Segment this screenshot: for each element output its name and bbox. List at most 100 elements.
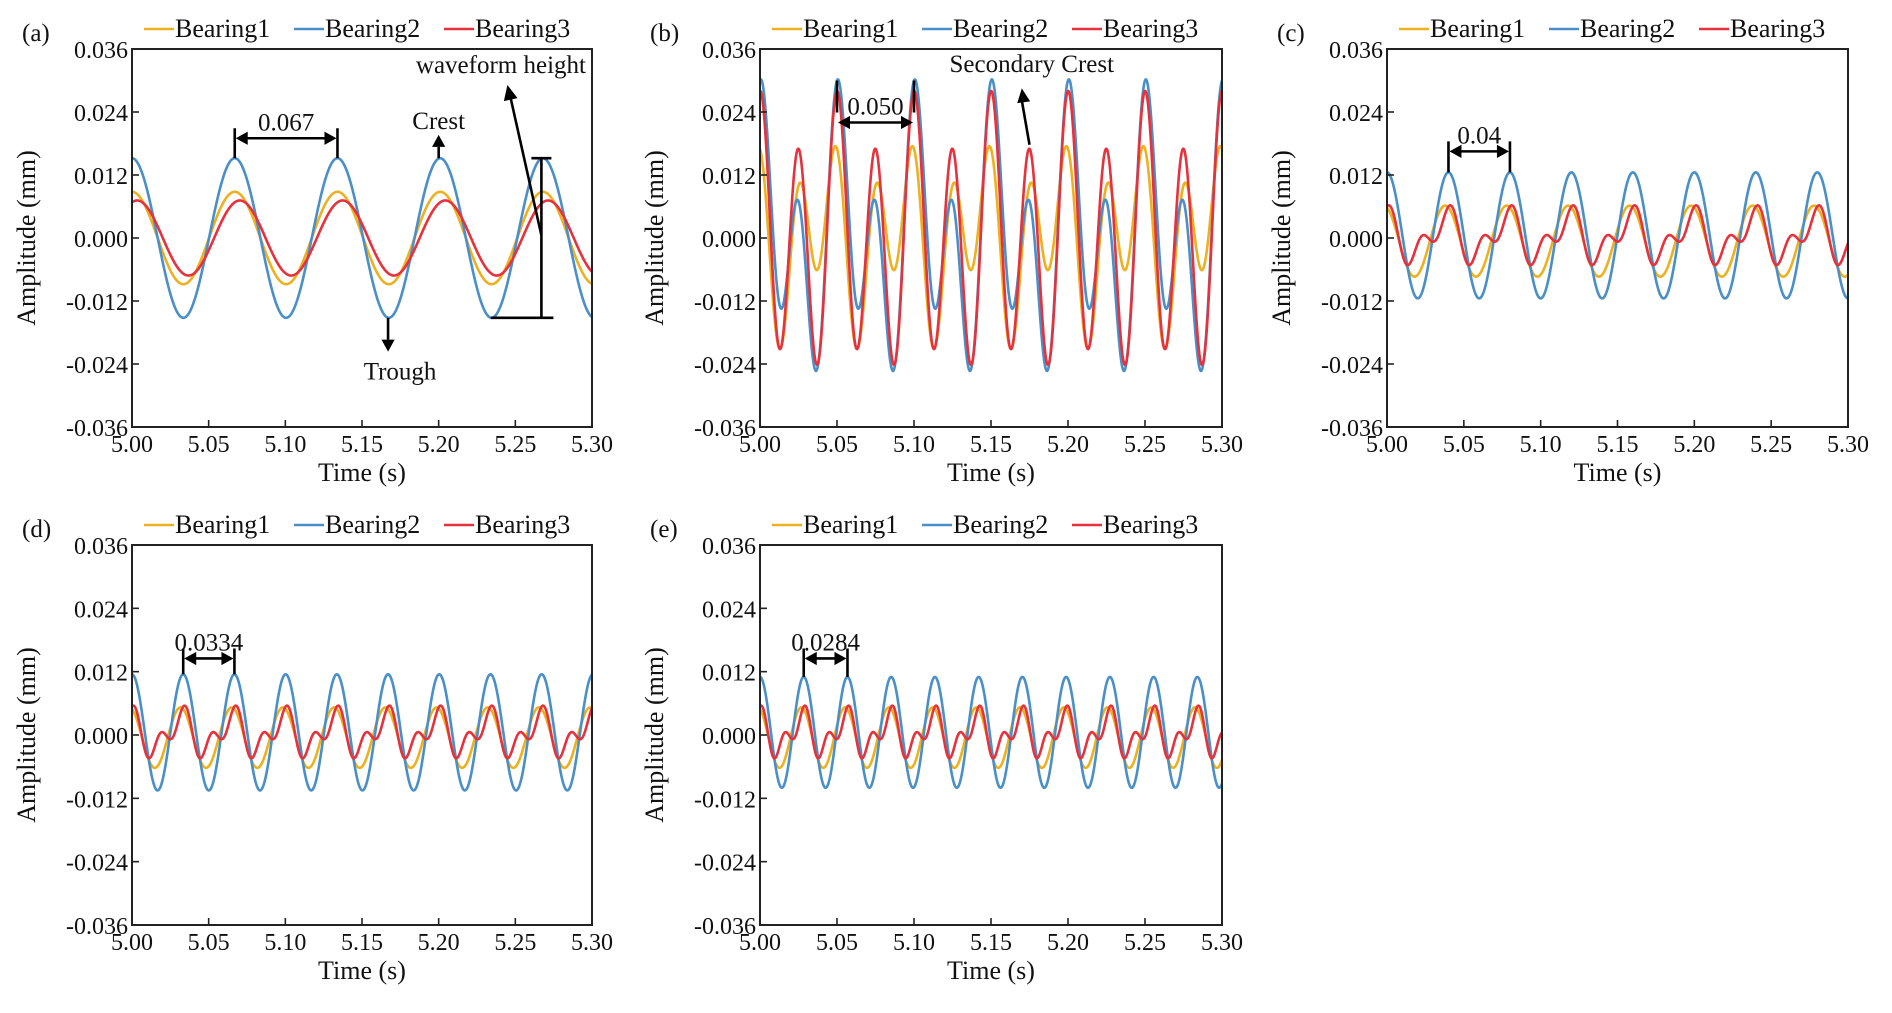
x-tick-label: 5.15 — [1597, 432, 1639, 458]
trough-label: Trough — [364, 359, 437, 386]
y-tick-label: 0.000 — [74, 227, 128, 253]
y-tick-label: -0.012 — [66, 290, 128, 316]
x-tick-label: 5.15 — [970, 930, 1012, 956]
panel-label: (a) — [22, 20, 50, 47]
x-tick-label: 5.05 — [188, 930, 230, 956]
period-arrowhead-left — [1449, 144, 1462, 158]
height-pointer-arrow-icon — [503, 85, 518, 102]
series-line-bearing3 — [1387, 204, 1848, 267]
legend-label: Bearing3 — [475, 14, 570, 43]
legend: Bearing1 Bearing2 Bearing3 — [772, 510, 1198, 539]
x-axis-title: Time (s) — [318, 956, 406, 985]
y-tick-label: 0.012 — [74, 661, 128, 687]
series-line-bearing1 — [760, 144, 1222, 351]
y-tick-label: -0.024 — [1321, 353, 1383, 379]
x-axis-title: Time (s) — [318, 458, 406, 487]
x-tick-label: 5.15 — [341, 930, 383, 956]
period-arrowhead-right — [324, 131, 337, 145]
crest-annotation: Crest — [412, 108, 465, 159]
waveform-height-label: waveform height — [416, 52, 586, 79]
y-tick-label: -0.024 — [66, 353, 128, 379]
y-tick-label: 0.024 — [702, 101, 756, 127]
x-tick-label: 5.10 — [1520, 432, 1562, 458]
legend-entry-bearing3: Bearing3 — [444, 510, 570, 539]
legend-entry-bearing2: Bearing2 — [294, 510, 420, 539]
legend-entry-bearing2: Bearing2 — [922, 510, 1048, 539]
y-tick-label: 0.000 — [702, 227, 756, 253]
period-label: 0.04 — [1457, 122, 1501, 149]
legend-entry-bearing3: Bearing3 — [444, 14, 570, 43]
series-line-bearing2 — [760, 675, 1222, 790]
x-tick-label: 5.30 — [571, 930, 613, 956]
panel-a: 5.00 5.05 5.10 5.15 5.20 5.25 5.30 0.036 0.024 0.… — [12, 14, 613, 487]
y-tick-label: 0.024 — [74, 597, 128, 623]
legend-label: Bearing2 — [325, 14, 420, 43]
panel-label: (e) — [650, 516, 678, 543]
x-tick-label: 5.25 — [494, 930, 536, 956]
x-tick-label: 5.20 — [1673, 432, 1715, 458]
legend-label: Bearing1 — [803, 510, 898, 539]
panel-d: 5.00 5.05 5.10 5.15 5.20 5.25 5.30 0.036 0.024 0.… — [12, 510, 613, 985]
y-tick-label: 0.024 — [1329, 101, 1383, 127]
secondary-crest-label: Secondary Crest — [950, 51, 1115, 78]
y-tick-label: -0.036 — [66, 416, 128, 442]
y-axis-title: Amplitude (mm) — [1267, 150, 1296, 325]
period-arrowhead-left — [184, 651, 197, 666]
period-annotation: 0.0334 — [174, 629, 244, 675]
y-tick-label: -0.012 — [66, 787, 128, 813]
period-arrowhead-left — [838, 115, 850, 130]
x-tick-label: 5.25 — [1124, 432, 1166, 458]
x-tick-label: 5.30 — [1827, 432, 1869, 458]
y-tick-label: 0.012 — [702, 661, 756, 687]
x-tick-label: 5.05 — [816, 432, 858, 458]
legend-label: Bearing3 — [1730, 14, 1825, 43]
x-axis-title: Time (s) — [947, 458, 1035, 487]
waveform-height-annotation: waveform height — [416, 52, 586, 320]
x-tick-label: 5.10 — [893, 930, 935, 956]
annotations: 0.067 Crest Trough waveform height — [233, 52, 586, 386]
period-annotation: 0.04 — [1447, 122, 1512, 173]
legend-entry-bearing2: Bearing2 — [1549, 14, 1675, 43]
legend-entry-bearing1: Bearing1 — [144, 14, 270, 43]
period-annotation: 0.067 — [233, 109, 339, 159]
x-tick-label: 5.25 — [1124, 930, 1166, 956]
x-axis-title: Time (s) — [947, 956, 1035, 985]
y-tick-label: 0.036 — [702, 534, 756, 560]
panel-label: (c) — [1277, 20, 1305, 47]
y-axis-title: Amplitude (mm) — [12, 647, 41, 822]
y-tick-label: -0.012 — [694, 787, 756, 813]
y-axis-title: Amplitude (mm) — [12, 150, 41, 325]
legend: Bearing1 Bearing2 Bearing3 — [1399, 14, 1825, 43]
x-tick-label: 5.00 — [111, 432, 153, 458]
legend-label: Bearing2 — [325, 510, 420, 539]
x-tick-label: 5.15 — [970, 432, 1012, 458]
x-tick-label: 5.00 — [1366, 432, 1408, 458]
legend-entry-bearing1: Bearing1 — [1399, 14, 1525, 43]
x-tick-label: 5.20 — [1047, 432, 1089, 458]
y-tick-label: 0.012 — [1329, 164, 1383, 190]
x-tick-label: 5.10 — [264, 432, 306, 458]
height-pointer-line — [509, 96, 543, 236]
period-annotation: 0.050 — [835, 80, 916, 130]
trough-annotation: Trough — [364, 317, 437, 386]
y-tick-label: -0.024 — [66, 851, 128, 877]
trough-arrow-icon — [381, 339, 395, 352]
legend-label: Bearing3 — [475, 510, 570, 539]
period-arrowhead-left — [235, 131, 248, 145]
panel-b: 5.00 5.05 5.10 5.15 5.20 5.25 5.30 0.036 0.024 0.… — [640, 14, 1243, 487]
series-group — [132, 156, 592, 320]
y-tick-label: -0.036 — [66, 914, 128, 940]
y-tick-label: 0.024 — [702, 597, 756, 623]
x-tick-label: 5.00 — [739, 930, 781, 956]
x-tick-label: 5.00 — [739, 432, 781, 458]
panel-label: (b) — [650, 20, 679, 47]
series-line-bearing2 — [1387, 171, 1848, 300]
legend-label: Bearing1 — [175, 510, 270, 539]
y-tick-label: 0.036 — [1329, 38, 1383, 64]
y-tick-label: 0.012 — [74, 164, 128, 190]
period-arrowhead-right — [1496, 144, 1509, 158]
x-tick-label: 5.25 — [1750, 432, 1792, 458]
legend-entry-bearing3: Bearing3 — [1699, 14, 1825, 43]
legend-label: Bearing3 — [1103, 14, 1198, 43]
panel-e: 5.00 5.05 5.10 5.15 5.20 5.25 5.30 0.036 0.024 0.… — [640, 510, 1243, 985]
